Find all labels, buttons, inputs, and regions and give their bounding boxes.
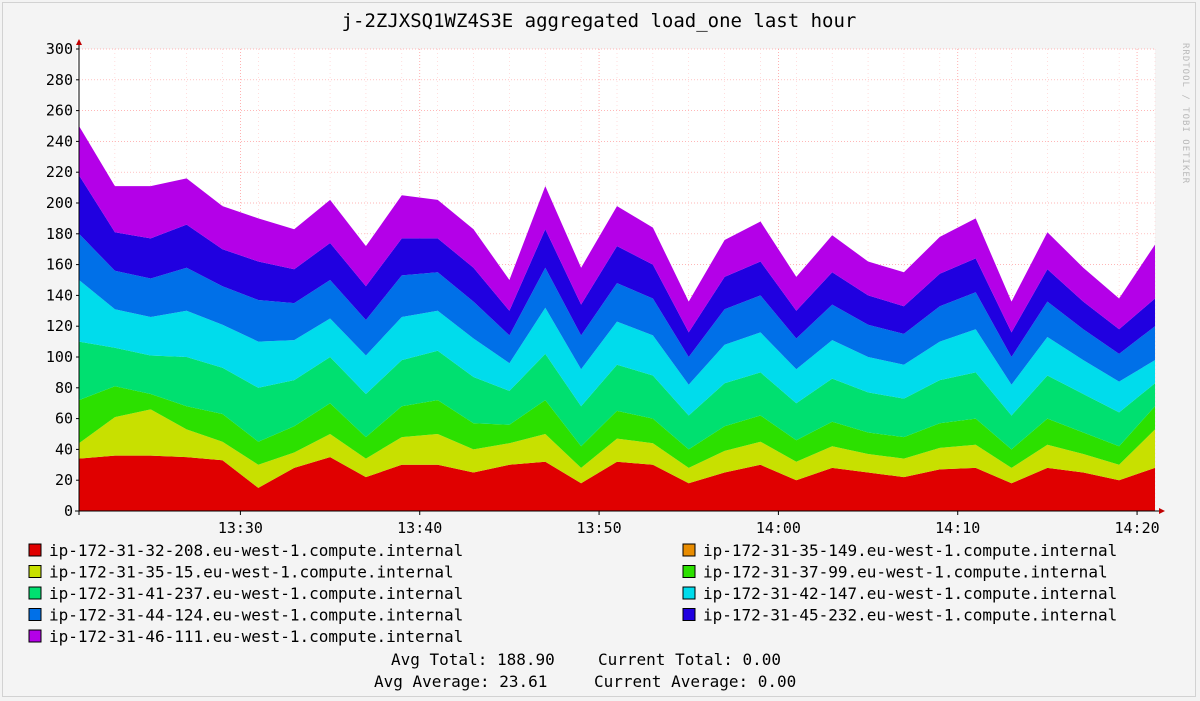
- y-tick-label: 180: [46, 225, 73, 243]
- y-tick-label: 100: [46, 348, 73, 366]
- area-series-7: [79, 233, 1155, 385]
- current-total: Current Total: 0.00: [598, 650, 781, 669]
- legend-label-5: ip-172-31-41-237.eu-west-1.compute.inter…: [49, 584, 463, 603]
- y-tick-label: 300: [46, 40, 73, 58]
- load-area-chart: j-2ZJXSQ1WZ4S3E aggregated load_one last…: [28, 10, 1190, 691]
- y-tick-label: 20: [55, 471, 73, 489]
- area-series-8: [79, 175, 1155, 357]
- legend-swatch-7: [28, 608, 42, 621]
- y-tick-label: 260: [46, 102, 73, 120]
- y-tick-label: 120: [46, 317, 73, 335]
- y-tick-label: 60: [55, 410, 73, 428]
- x-tick-label: 13:30: [218, 519, 263, 537]
- legend-swatch-8: [682, 608, 696, 621]
- area-series-3: [79, 409, 1155, 488]
- avg-average: Avg Average: 23.61: [374, 672, 547, 691]
- legend-swatch-2: [682, 543, 696, 557]
- x-tick-label: 14:00: [756, 519, 801, 537]
- rrdtool-watermark: RRDTOOL / TOBI OETIKER: [1180, 43, 1190, 184]
- legend-label-2: ip-172-31-35-149.eu-west-1.compute.inter…: [703, 541, 1117, 560]
- area-series-6: [79, 280, 1155, 416]
- y-tick-label: 80: [55, 379, 73, 397]
- stacked-areas: [79, 126, 1155, 511]
- area-series-5: [79, 341, 1155, 450]
- y-tick-label: 140: [46, 286, 73, 304]
- x-tick-label: 13:40: [397, 519, 442, 537]
- x-tick-label: 14:10: [935, 519, 980, 537]
- summary-stats: Avg Total: 188.90 Current Total: 0.00 Av…: [374, 650, 796, 691]
- area-series-4: [79, 386, 1155, 468]
- x-tick-label: 14:20: [1114, 519, 1159, 537]
- legend-label-4: ip-172-31-37-99.eu-west-1.compute.intern…: [703, 563, 1108, 582]
- legend-label-6: ip-172-31-42-147.eu-west-1.compute.inter…: [703, 584, 1117, 603]
- x-axis-ticks: 13:30 13:40 13:50 14:00 14:10 14:20: [218, 511, 1160, 537]
- legend-label-1: ip-172-31-32-208.eu-west-1.compute.inter…: [49, 541, 463, 560]
- legend: ip-172-31-32-208.eu-west-1.compute.inter…: [28, 541, 1117, 646]
- legend-swatch-3: [28, 565, 42, 578]
- y-tick-label: 160: [46, 256, 73, 274]
- y-tick-label: 200: [46, 194, 73, 212]
- chart-title: j-2ZJXSQ1WZ4S3E aggregated load_one last…: [342, 10, 857, 32]
- legend-label-8: ip-172-31-45-232.eu-west-1.compute.inter…: [703, 606, 1117, 625]
- current-average: Current Average: 0.00: [594, 672, 796, 691]
- x-tick-label: 13:50: [576, 519, 621, 537]
- avg-total: Avg Total: 188.90: [391, 650, 555, 669]
- x-axis-arrow-icon: [1159, 508, 1165, 514]
- y-axis-arrow-icon: [76, 39, 82, 45]
- y-tick-label: 0: [64, 502, 73, 520]
- legend-swatch-4: [682, 565, 696, 578]
- y-tick-label: 240: [46, 132, 73, 150]
- legend-swatch-6: [682, 586, 696, 600]
- area-series-1: [79, 455, 1155, 511]
- axes: [75, 39, 1165, 515]
- legend-label-9: ip-172-31-46-111.eu-west-1.compute.inter…: [49, 627, 463, 646]
- y-axis-ticks: 0 20 40 60 80 100 120 140 160 180 200 220 240 260 280 3…: [46, 40, 79, 520]
- legend-swatch-9: [28, 629, 42, 643]
- y-tick-label: 220: [46, 163, 73, 181]
- legend-swatch-1: [28, 543, 42, 557]
- y-tick-label: 280: [46, 71, 73, 89]
- legend-label-3: ip-172-31-35-15.eu-west-1.compute.intern…: [49, 563, 454, 582]
- legend-label-7: ip-172-31-44-124.eu-west-1.compute.inter…: [49, 606, 463, 625]
- area-series-9: [79, 126, 1155, 333]
- legend-swatch-5: [28, 586, 42, 600]
- y-tick-label: 40: [55, 440, 73, 458]
